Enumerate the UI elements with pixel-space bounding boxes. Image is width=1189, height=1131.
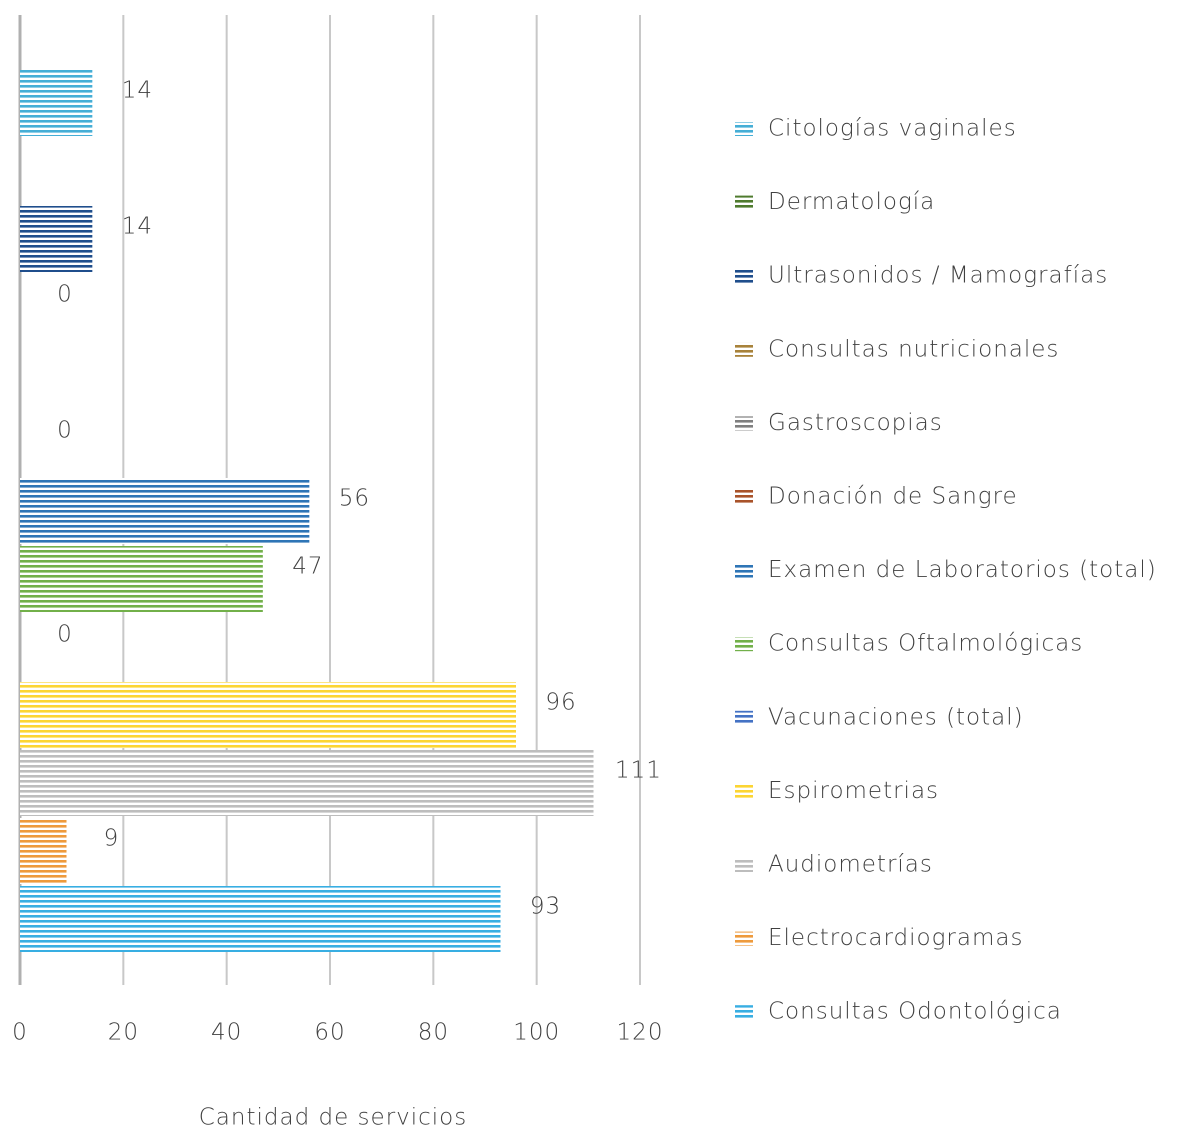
legend-label: Vacunaciones (total) [768,704,1024,730]
legend-swatch [735,858,753,872]
legend-label: Dermatología [768,189,935,215]
legend-label: Gastroscopias [768,410,943,436]
legend-label: Consultas Odontológica [768,999,1062,1025]
x-tick-label: 120 [617,1020,664,1046]
bar [20,818,67,884]
x-tick-label: 20 [108,1020,139,1046]
legend-swatch [735,1005,753,1020]
legend-swatch [735,342,753,357]
data-label: 9 [104,826,120,852]
legend-label: Audiometrías [768,852,933,878]
data-label: 111 [615,758,662,784]
x-tick-label: 40 [211,1020,242,1046]
legend-label: Citologías vaginales [768,116,1017,142]
legend-label: Espirometrias [768,778,939,804]
legend-swatch [735,784,753,799]
legend-label: Examen de Laboratorios (total) [768,557,1157,583]
legend-label: Donación de Sangre [768,484,1018,510]
legend-label: Ultrasonidos / Mamografías [768,263,1108,289]
x-tick-label: 100 [513,1020,560,1046]
legend-swatch [735,563,753,578]
data-label: 0 [57,418,73,444]
legend-swatch [735,122,753,136]
data-label: 14 [122,214,153,240]
bar [20,546,263,612]
x-tick-label: 0 [12,1020,28,1046]
legend-swatch [735,710,753,725]
x-tick-label: 80 [418,1020,449,1046]
legend-swatch [735,195,753,210]
data-label: 14 [122,78,153,104]
bar [20,478,310,544]
data-label: 0 [57,622,73,648]
x-axis-title: Cantidad de servicios [199,1105,468,1131]
data-label: 93 [530,894,561,920]
data-label: 0 [57,282,73,308]
legend-label: Consultas nutricionales [768,336,1059,362]
legend-label: Electrocardiogramas [768,925,1023,951]
bar [20,206,93,272]
legend-swatch [735,637,753,652]
legend-label: Consultas Oftalmológicas [768,631,1083,657]
legend-swatch [735,416,753,431]
data-label: 47 [292,554,323,580]
x-tick-label: 60 [314,1020,345,1046]
legend-swatch [735,490,753,504]
legend-swatch [735,269,753,284]
data-label: 96 [545,690,576,716]
bar [20,682,516,748]
bar [20,886,501,952]
data-label: 56 [339,486,370,512]
bar [20,70,93,136]
bar [20,750,594,816]
legend-swatch [735,931,753,946]
